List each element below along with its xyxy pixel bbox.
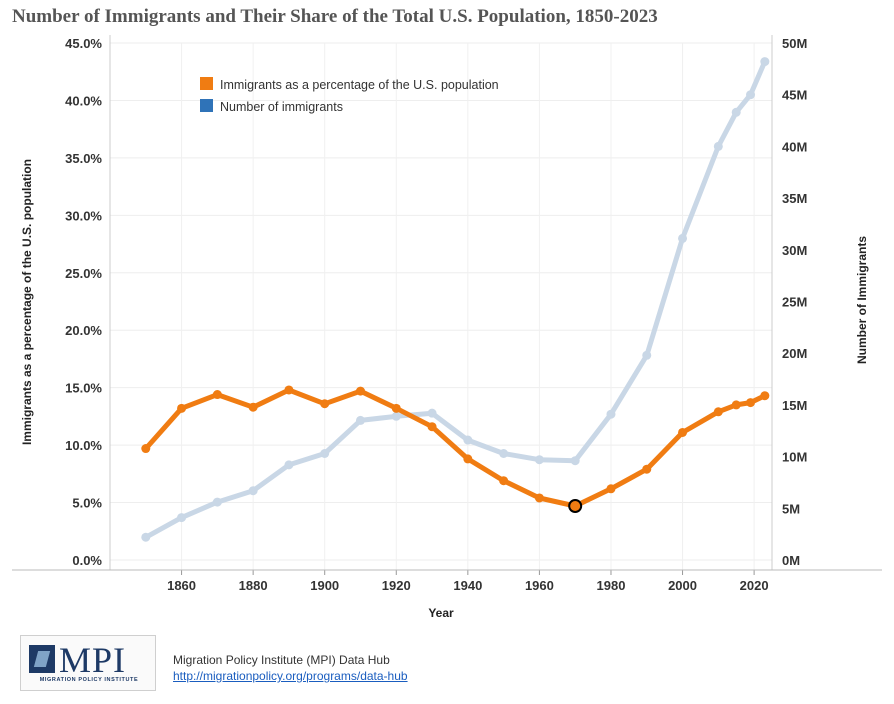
- data-point-number[interactable]: [248, 486, 258, 496]
- y-left-tick-label: 0.0%: [72, 553, 102, 568]
- source-link[interactable]: http://migrationpolicy.org/programs/data…: [173, 669, 408, 683]
- x-tick-label: 1980: [597, 578, 626, 593]
- data-point-number[interactable]: [284, 460, 294, 470]
- data-point-percent[interactable]: [355, 386, 365, 396]
- data-point-percent[interactable]: [642, 464, 652, 474]
- series-layer: [141, 57, 770, 542]
- y-left-tick-label: 15.0%: [65, 381, 102, 396]
- data-point-number[interactable]: [731, 107, 741, 117]
- y-axis-left-title: Immigrants as a percentage of the U.S. p…: [20, 159, 34, 445]
- footer: MPI MIGRATION POLICY INSTITUTE Migration…: [20, 635, 880, 695]
- x-axis-title: Year: [428, 606, 454, 620]
- series-line-number: [143, 59, 768, 540]
- x-tick-label: 1960: [525, 578, 554, 593]
- y-right-tick-label: 50M: [782, 36, 807, 51]
- y-left-tick-label: 35.0%: [65, 151, 102, 166]
- y-left-tick-label: 25.0%: [65, 266, 102, 281]
- x-tick-label: 2000: [668, 578, 697, 593]
- data-point-number[interactable]: [570, 456, 580, 466]
- y-left-tick-label: 30.0%: [65, 208, 102, 223]
- data-point-number[interactable]: [534, 455, 544, 465]
- grid-layer: [110, 42, 772, 570]
- x-tick-label: 2020: [740, 578, 769, 593]
- data-point-number[interactable]: [606, 409, 616, 419]
- data-point-number[interactable]: [499, 448, 509, 458]
- data-point-percent[interactable]: [284, 385, 294, 395]
- data-point-percent[interactable]: [678, 427, 688, 437]
- data-point-percent[interactable]: [731, 400, 741, 410]
- x-tick-label: 1900: [310, 578, 339, 593]
- mpi-logo-mark-icon: [29, 645, 55, 673]
- y-left-tick-label: 45.0%: [65, 36, 102, 51]
- y-right-tick-label: 40M: [782, 139, 807, 154]
- data-point-percent[interactable]: [141, 444, 151, 454]
- y-right-tick-label: 15M: [782, 398, 807, 413]
- data-point-number[interactable]: [463, 435, 473, 445]
- legend-swatch: [200, 99, 213, 112]
- data-point-percent[interactable]: [248, 402, 258, 412]
- y-left-tick-label: 10.0%: [65, 438, 102, 453]
- data-point-number[interactable]: [678, 233, 688, 243]
- data-point-percent[interactable]: [534, 493, 544, 503]
- data-point-percent[interactable]: [760, 391, 770, 401]
- data-point-number[interactable]: [141, 532, 151, 542]
- y-right-tick-label: 30M: [782, 243, 807, 258]
- y-right-tick-label: 25M: [782, 295, 807, 310]
- data-point-number[interactable]: [212, 497, 222, 507]
- data-point-number[interactable]: [713, 141, 723, 151]
- data-point-percent[interactable]: [606, 484, 616, 494]
- axes-layer: 0.0% 5.0% 10.0% 15.0% 20.0% 25.0% 30.0% 35.0% 40…: [12, 35, 882, 593]
- data-point-number[interactable]: [427, 408, 437, 418]
- y-right-tick-label: 0M: [782, 553, 800, 568]
- data-point-number[interactable]: [355, 415, 365, 425]
- y-left-tick-label: 20.0%: [65, 323, 102, 338]
- y-right-tick-label: 20M: [782, 346, 807, 361]
- x-tick-label: 1920: [382, 578, 411, 593]
- y-right-tick-label: 45M: [782, 88, 807, 103]
- y-right-tick-label: 35M: [782, 191, 807, 206]
- chart-title: Number of Immigrants and Their Share of …: [12, 6, 658, 27]
- data-point-percent[interactable]: [427, 422, 437, 432]
- legend: Immigrants as a percentage of the U.S. p…: [200, 77, 499, 114]
- legend-swatch: [200, 77, 213, 90]
- data-point-percent[interactable]: [320, 399, 330, 409]
- data-point-number[interactable]: [746, 90, 756, 100]
- data-point-number[interactable]: [177, 513, 187, 523]
- y-left-tick-label: 40.0%: [65, 93, 102, 108]
- mpi-logo-subtext: MIGRATION POLICY INSTITUTE: [39, 677, 139, 683]
- mpi-logo-text: MPI: [59, 640, 127, 680]
- series-line-percent: [143, 387, 768, 509]
- data-point-percent[interactable]: [212, 390, 222, 400]
- data-point-percent[interactable]: [568, 499, 583, 514]
- data-point-percent[interactable]: [177, 403, 187, 413]
- legend-label: Number of immigrants: [220, 100, 343, 114]
- data-point-percent[interactable]: [713, 407, 723, 417]
- data-point-number[interactable]: [642, 350, 652, 360]
- x-tick-label: 1860: [167, 578, 196, 593]
- data-point-number[interactable]: [320, 448, 330, 458]
- data-point-number[interactable]: [760, 57, 770, 67]
- data-point-percent[interactable]: [463, 454, 473, 464]
- y-axis-right-title: Number of Immigrants: [855, 236, 869, 364]
- y-right-tick-label: 5M: [782, 501, 800, 516]
- y-left-tick-label: 5.0%: [72, 496, 102, 511]
- data-point-percent[interactable]: [391, 403, 401, 413]
- x-tick-label: 1880: [239, 578, 268, 593]
- data-point-percent[interactable]: [746, 398, 756, 408]
- x-tick-label: 1940: [453, 578, 482, 593]
- y-right-tick-label: 10M: [782, 450, 807, 465]
- chart-canvas: 0.0% 5.0% 10.0% 15.0% 20.0% 25.0% 30.0% 35.0% 40…: [12, 35, 882, 620]
- mpi-logo: MPI MIGRATION POLICY INSTITUTE: [20, 635, 156, 691]
- legend-label: Immigrants as a percentage of the U.S. p…: [220, 78, 499, 92]
- data-point-number[interactable]: [391, 411, 401, 421]
- data-point-percent[interactable]: [499, 476, 509, 486]
- source-text: Migration Policy Institute (MPI) Data Hu…: [173, 653, 390, 667]
